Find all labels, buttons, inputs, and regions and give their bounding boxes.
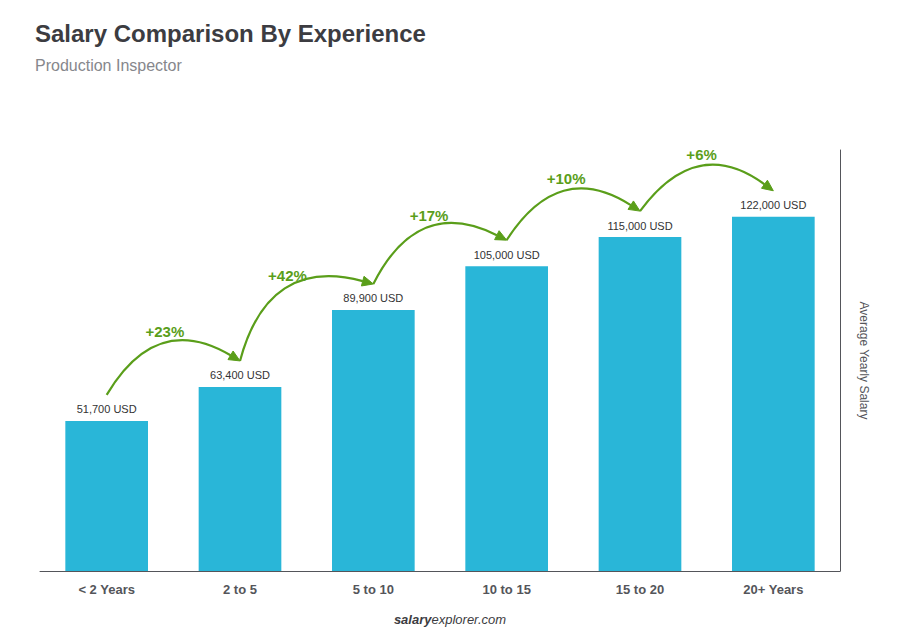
svg-text:122,000 USD: 122,000 USD [740, 199, 806, 211]
svg-text:63,400 USD: 63,400 USD [210, 369, 270, 381]
svg-text:Production Inspector: Production Inspector [35, 57, 182, 74]
svg-text:15 to 20: 15 to 20 [616, 582, 664, 597]
svg-text:Salary Comparison By Experienc: Salary Comparison By Experience [35, 20, 426, 47]
svg-text:51,700 USD: 51,700 USD [77, 403, 137, 415]
svg-text:+6%: +6% [686, 146, 716, 163]
svg-text:105,000 USD: 105,000 USD [474, 249, 540, 261]
svg-text:< 2 Years: < 2 Years [78, 582, 135, 597]
svg-text:20+ Years: 20+ Years [743, 582, 803, 597]
svg-text:+10%: +10% [547, 170, 586, 187]
svg-text:89,900 USD: 89,900 USD [343, 292, 403, 304]
svg-text:5 to 10: 5 to 10 [353, 582, 394, 597]
svg-text:2 to 5: 2 to 5 [223, 582, 257, 597]
svg-text:+17%: +17% [410, 207, 449, 224]
svg-text:Average Yearly Salary: Average Yearly Salary [857, 302, 871, 420]
svg-text:+23%: +23% [145, 323, 184, 340]
svg-text:115,000 USD: 115,000 USD [607, 220, 672, 232]
svg-text:+42%: +42% [268, 267, 307, 284]
svg-text:10 to 15: 10 to 15 [482, 582, 530, 597]
svg-text:salary: salary [394, 612, 432, 627]
svg-text:explorer.com: explorer.com [431, 612, 506, 627]
